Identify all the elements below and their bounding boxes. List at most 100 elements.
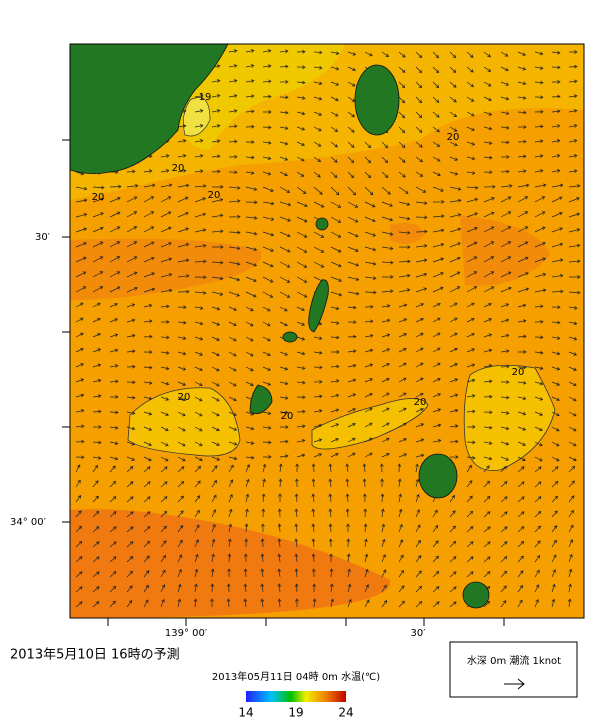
current-arrow xyxy=(483,465,490,473)
current-arrow xyxy=(568,321,578,326)
current-arrow xyxy=(177,320,187,325)
current-arrow xyxy=(177,196,189,203)
current-arrow xyxy=(296,156,305,162)
current-arrow xyxy=(177,351,187,356)
current-arrow xyxy=(313,246,325,253)
current-arrow xyxy=(397,463,402,473)
current-arrow xyxy=(294,583,299,593)
current-arrow xyxy=(466,241,478,248)
current-arrow xyxy=(381,569,387,578)
current-arrow xyxy=(534,510,542,518)
current-arrow xyxy=(211,538,216,548)
current-arrow xyxy=(466,66,474,73)
current-arrow xyxy=(313,261,325,268)
current-arrow xyxy=(381,216,394,222)
current-arrow xyxy=(109,333,119,338)
current-arrow xyxy=(449,540,457,548)
current-arrow xyxy=(398,231,411,235)
current-arrow xyxy=(517,51,526,56)
current-arrow xyxy=(517,139,527,144)
current-arrow xyxy=(313,336,323,341)
current-arrow xyxy=(296,171,305,177)
current-arrow xyxy=(109,286,121,293)
current-arrow xyxy=(313,141,322,147)
current-arrow xyxy=(262,64,272,68)
current-arrow xyxy=(398,407,407,413)
current-arrow xyxy=(415,332,424,338)
current-arrow xyxy=(398,554,404,563)
current-arrow xyxy=(211,94,221,98)
current-arrow xyxy=(483,571,491,578)
current-arrow xyxy=(517,334,527,339)
current-arrow xyxy=(279,321,288,327)
current-arrow xyxy=(143,319,153,323)
current-arrow xyxy=(245,306,254,312)
current-arrow xyxy=(210,583,215,593)
current-arrow xyxy=(534,183,547,188)
current-arrow xyxy=(194,109,204,113)
current-arrow xyxy=(243,598,248,608)
current-arrow xyxy=(160,196,172,203)
current-arrow xyxy=(449,525,456,533)
current-arrow xyxy=(415,141,423,148)
current-arrow xyxy=(500,380,510,384)
current-arrow xyxy=(398,318,408,323)
current-arrow xyxy=(177,124,187,128)
current-arrow xyxy=(500,585,507,593)
current-arrow xyxy=(500,411,510,415)
current-arrow xyxy=(517,350,527,354)
current-arrow xyxy=(483,226,495,233)
current-arrow xyxy=(432,362,441,368)
current-arrow xyxy=(364,437,373,443)
current-arrow xyxy=(245,109,255,114)
current-arrow xyxy=(517,365,527,370)
current-arrow xyxy=(194,396,203,402)
current-arrow xyxy=(347,437,356,443)
current-arrow xyxy=(381,304,391,308)
current-arrow xyxy=(228,381,237,387)
current-arrow xyxy=(260,553,265,563)
current-arrow xyxy=(277,583,282,593)
current-arrow xyxy=(534,554,541,563)
current-arrow xyxy=(398,141,406,149)
current-arrow xyxy=(194,524,200,533)
current-arrow xyxy=(449,51,457,59)
current-arrow xyxy=(160,426,169,432)
current-arrow xyxy=(483,286,495,293)
current-arrow xyxy=(398,156,406,163)
current-arrow xyxy=(449,156,459,161)
current-arrow xyxy=(534,350,544,355)
current-arrow xyxy=(160,211,172,218)
current-arrow xyxy=(143,511,151,518)
current-arrow xyxy=(345,463,350,473)
current-arrow xyxy=(534,51,544,56)
current-arrow xyxy=(260,568,265,578)
current-arrow xyxy=(126,211,138,218)
current-arrow xyxy=(517,441,526,446)
current-arrow xyxy=(143,555,150,563)
current-arrow xyxy=(177,441,186,447)
current-arrow xyxy=(534,481,542,488)
current-arrow xyxy=(568,139,578,143)
current-arrow xyxy=(279,80,289,84)
current-arrow xyxy=(126,541,134,548)
current-arrow xyxy=(279,306,288,312)
current-arrow xyxy=(260,538,265,548)
current-arrow xyxy=(483,379,493,384)
current-arrow xyxy=(294,523,299,533)
current-arrow xyxy=(330,261,342,268)
current-arrow xyxy=(143,256,155,263)
current-arrow xyxy=(500,271,512,278)
current-arrow xyxy=(245,455,255,460)
current-arrow xyxy=(466,541,474,548)
current-arrow xyxy=(194,495,201,503)
current-arrow xyxy=(262,440,272,445)
current-arrow xyxy=(517,381,527,385)
current-arrow xyxy=(245,124,255,129)
current-arrow xyxy=(296,201,308,208)
current-arrow xyxy=(228,246,241,251)
current-arrow xyxy=(126,349,136,354)
current-arrow xyxy=(534,525,541,533)
current-arrow xyxy=(415,377,424,383)
current-arrow xyxy=(228,49,238,53)
